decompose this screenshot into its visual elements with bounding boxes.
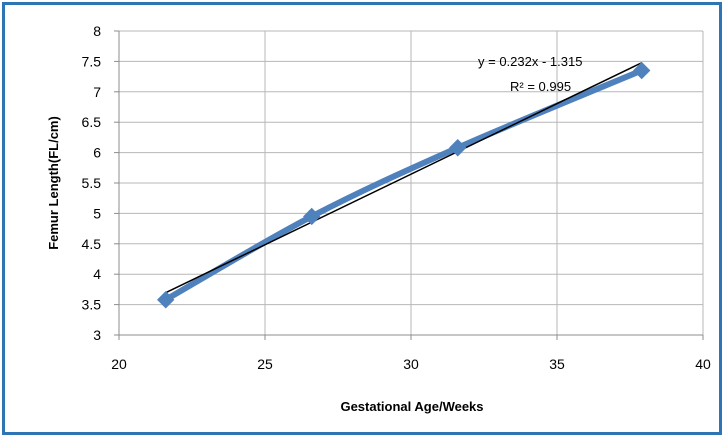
data-point-marker — [449, 139, 467, 157]
axis-layer — [114, 30, 704, 340]
x-tick-label: 20 — [111, 356, 127, 372]
y-tick-label: 5 — [93, 205, 101, 221]
y-tick-label: 3 — [93, 327, 101, 343]
tick-label-layer: 3 3.5 4 4.5 5 5.5 6 6.5 7 7.5 8 20 25 30 35 40 — [82, 23, 711, 372]
x-axis-title: Gestational Age/Weeks — [340, 399, 483, 414]
chart-frame — [2, 2, 722, 435]
y-tick-label: 4.5 — [82, 236, 102, 252]
series-layer — [162, 67, 645, 303]
trendline-layer — [165, 62, 643, 294]
y-tick-label: 4 — [93, 266, 101, 282]
y-tick-label: 7.5 — [82, 53, 102, 69]
marker-layer — [157, 61, 651, 309]
y-tick-label: 6 — [93, 145, 101, 161]
y-tick-label: 8 — [93, 23, 101, 39]
series-line — [162, 67, 645, 303]
r-squared-label: R² = 0.995 — [510, 79, 571, 94]
trendline-equation-label: y = 0.232x - 1.315 — [478, 54, 582, 69]
y-tick-label: 5.5 — [82, 175, 102, 191]
y-axis-title: Femur Length(FL/cm) — [46, 116, 61, 250]
data-point-marker — [303, 207, 321, 226]
data-point-marker — [157, 291, 175, 309]
x-tick-label: 30 — [403, 356, 419, 372]
trendline — [165, 62, 643, 294]
x-tick-label: 35 — [549, 356, 565, 372]
grid-layer — [119, 30, 704, 335]
y-tick-label: 7 — [93, 84, 101, 100]
y-tick-label: 6.5 — [82, 114, 102, 130]
x-tick-label: 25 — [257, 356, 273, 372]
data-point-marker — [632, 61, 651, 80]
y-tick-label: 3.5 — [82, 297, 102, 313]
x-tick-label: 40 — [695, 356, 711, 372]
